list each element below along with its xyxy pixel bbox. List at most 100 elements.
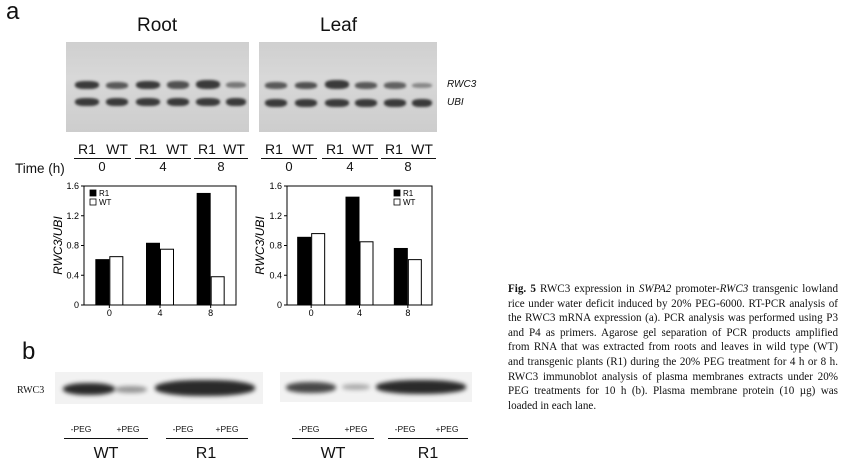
y-axis-label: RWC3/UBI (51, 216, 65, 275)
timepoint-label: 8 (217, 159, 225, 174)
x-tick-label: 0 (107, 308, 112, 318)
figure-number: Fig. 5 (508, 283, 536, 295)
gene-label-rwc3: RWC3 (447, 79, 477, 90)
timepoint-divider (261, 158, 317, 159)
bar-wt (311, 233, 326, 306)
timepoint-divider (322, 158, 378, 159)
bar-wt (160, 248, 174, 306)
x-tick-label: 8 (208, 308, 213, 318)
bar-r1 (95, 259, 110, 306)
legend-swatch (393, 189, 401, 197)
treatment-label: -PEG (298, 424, 320, 434)
timepoint-label: 8 (404, 159, 412, 174)
lane-label-r1: R1 (385, 141, 403, 157)
treatment-label: +PEG (435, 424, 459, 434)
caption-gene: RWC3 (719, 283, 749, 295)
caption-gene: SWPA2 (638, 283, 672, 295)
lane-label-r1: R1 (326, 141, 344, 157)
x-tick-label: 0 (309, 308, 314, 318)
lane-label-wt: WT (352, 141, 374, 157)
legend-label: R1 (403, 189, 414, 198)
y-tick-label: 0.8 (66, 241, 79, 251)
figure-caption: Fig. 5 RWC3 expression in SWPA2 promoter… (508, 282, 838, 413)
lane-label-wt: WT (223, 141, 245, 157)
bar-wt (407, 259, 422, 306)
bar-wt (210, 276, 225, 306)
legend-label: R1 (99, 189, 110, 198)
genotype-divider (166, 438, 248, 439)
genotype-label-r1: R1 (195, 445, 217, 462)
legend-swatch (393, 198, 401, 206)
bar-r1 (393, 247, 408, 306)
timepoint-label: 0 (98, 159, 106, 174)
gel-leaf (259, 42, 437, 132)
lane-label-r1: R1 (78, 141, 96, 157)
timepoint-label: 0 (285, 159, 293, 174)
genotype-divider (388, 438, 468, 439)
lane-label-wt: WT (292, 141, 314, 157)
lane-label-r1: R1 (265, 141, 283, 157)
lane-label-wt: WT (106, 141, 128, 157)
y-tick-label: 0 (277, 300, 282, 310)
timepoint-label: 4 (159, 159, 167, 174)
lane-label-wt: WT (411, 141, 433, 157)
genotype-divider (64, 438, 148, 439)
legend-label: WT (99, 198, 112, 207)
x-axis-label: Time (h) (138, 316, 182, 318)
panel-label-b: b (22, 338, 36, 365)
genotype-label-r1: R1 (417, 445, 439, 462)
caption-text: promoter- (671, 283, 720, 295)
genotype-label-wt: WT (320, 445, 346, 462)
western-blot-left (55, 372, 263, 404)
y-tick-label: 0 (74, 300, 79, 310)
lane-label-r1: R1 (139, 141, 157, 157)
legend-label: WT (403, 198, 416, 207)
y-tick-label: 0.8 (269, 241, 282, 251)
x-tick-label: 4 (357, 308, 362, 318)
x-tick-label: 4 (157, 308, 162, 318)
treatment-label: +PEG (215, 424, 239, 434)
bar-r1 (196, 192, 211, 306)
bar-r1 (297, 236, 312, 306)
bar-wt (109, 256, 124, 306)
x-tick-label: 8 (405, 308, 410, 318)
treatment-label: -PEG (172, 424, 194, 434)
y-tick-label: 1.6 (66, 181, 79, 191)
legend-swatch (89, 189, 97, 197)
genotype-divider (292, 438, 374, 439)
treatment-label: -PEG (394, 424, 416, 434)
western-blot-right (280, 372, 472, 402)
blot-protein-label: RWC3 (17, 385, 45, 396)
y-tick-label: 0.4 (269, 270, 282, 280)
treatment-label: +PEG (344, 424, 368, 434)
time-label: Time (h) (15, 161, 65, 176)
caption-text: transgenic lowland rice under water defi… (508, 283, 838, 412)
gel-root (66, 42, 249, 132)
y-tick-label: 1.6 (269, 181, 282, 191)
genotype-label-wt: WT (93, 445, 119, 462)
timepoint-divider (381, 158, 436, 159)
treatment-label: -PEG (70, 424, 92, 434)
timepoint-divider (194, 158, 248, 159)
y-tick-label: 1.2 (66, 211, 79, 221)
gene-label-ubi: UBI (447, 97, 464, 108)
timepoint-divider (74, 158, 131, 159)
y-tick-label: 0.4 (66, 270, 79, 280)
x-axis-label: Time (h) (338, 316, 382, 318)
legend-swatch (89, 198, 97, 206)
tissue-label-root: Root (137, 15, 178, 36)
y-tick-label: 1.2 (269, 211, 282, 221)
lane-label-wt: WT (166, 141, 188, 157)
bar-r1 (146, 242, 160, 306)
bar-wt (359, 241, 374, 306)
timepoint-divider (135, 158, 191, 159)
panel-label-a: a (6, 0, 20, 25)
caption-text: RWC3 expression in (535, 283, 639, 295)
bar-r1 (345, 196, 360, 306)
treatment-label: +PEG (116, 424, 140, 434)
timepoint-label: 4 (346, 159, 354, 174)
tissue-label-leaf: Leaf (320, 15, 357, 36)
y-axis-label: RWC3/UBI (253, 216, 267, 275)
